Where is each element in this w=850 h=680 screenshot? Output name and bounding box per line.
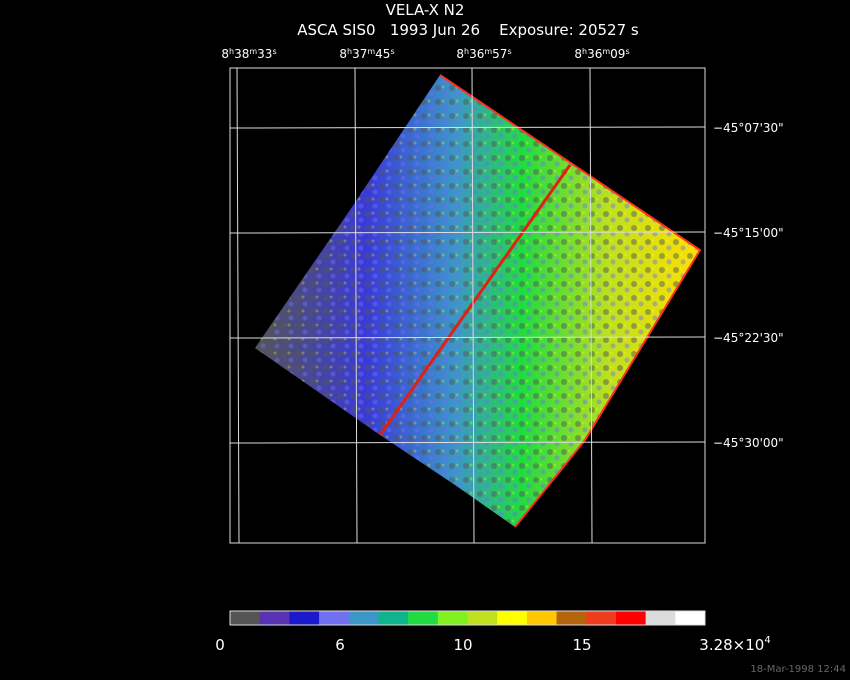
ra-value: 37: [352, 47, 367, 61]
colorbar-swatch: [437, 611, 468, 625]
colorbar-label: 0: [215, 636, 225, 654]
ra-value: 36: [469, 47, 484, 61]
ra-unit: m: [484, 47, 492, 56]
grid-line: [229, 231, 706, 234]
mantissa: 3.28×10: [699, 636, 764, 654]
colorbar-swatch: [408, 611, 439, 625]
image-texture: [255, 75, 700, 527]
colorbar-swatch: [615, 611, 647, 625]
ra-value: 8: [221, 47, 229, 61]
ra-unit: s: [390, 47, 394, 56]
dec-label: −45°15'00": [713, 226, 784, 240]
colorbar-swatch: [319, 611, 350, 625]
colorbar-swatch: [497, 611, 528, 625]
chip-gap: [378, 164, 572, 436]
ra-label: 8h36m09s: [574, 47, 629, 61]
ra-value: 33: [257, 47, 272, 61]
ra-value: 36: [587, 47, 602, 61]
colorbar-swatch: [675, 611, 706, 625]
ra-unit: s: [507, 47, 511, 56]
ra-label: 8h37m45s: [339, 47, 394, 61]
ra-value: 57: [492, 47, 507, 61]
dec-label: −45°30'00": [713, 436, 784, 450]
ra-value: 8: [339, 47, 347, 61]
colorbar-max-label: 3.28×104: [699, 635, 770, 654]
ra-unit: m: [367, 47, 375, 56]
colorbar-swatch: [526, 611, 558, 625]
colorbar-swatch: [556, 611, 587, 625]
ra-unit: h: [229, 47, 234, 56]
ra-unit: s: [625, 47, 629, 56]
chip-edge: [439, 74, 702, 528]
grid-line: [354, 67, 358, 544]
ra-value: 45: [375, 47, 390, 61]
grid-line: [236, 67, 240, 544]
grid-line: [229, 126, 706, 129]
colorbar: 0 6 10 15 3.28×104: [215, 610, 771, 654]
colorbar-swatch: [586, 611, 617, 625]
dec-label: −45°22'30": [713, 331, 784, 345]
ra-value: 8: [456, 47, 464, 61]
ra-value: 38: [234, 47, 249, 61]
colorbar-label: 15: [572, 636, 591, 654]
exponent: 4: [764, 635, 770, 646]
colorbar-swatch: [259, 611, 290, 625]
timestamp: 18-Mar-1998 12:44: [750, 664, 846, 675]
ra-unit: s: [272, 47, 276, 56]
colorbar-label: 10: [453, 636, 472, 654]
ra-unit: m: [602, 47, 610, 56]
image: [255, 74, 702, 528]
ra-unit: m: [249, 47, 257, 56]
coord-grid: [229, 67, 706, 544]
colorbar-frame: [229, 610, 706, 626]
title: VELA-X N2: [386, 1, 465, 19]
dec-label: −45°07'30": [713, 121, 784, 135]
colorbar-swatch: [378, 611, 409, 625]
colorbar-label: 6: [335, 636, 345, 654]
subtitle: ASCA SIS0 1993 Jun 26 Exposure: 20527 s: [297, 21, 639, 39]
colorbar-swatch: [467, 611, 498, 625]
grid-line: [589, 67, 593, 544]
ra-label: 8h38m33s: [221, 47, 276, 61]
ra-unit: h: [347, 47, 352, 56]
ra-unit: h: [464, 47, 469, 56]
ra-value: 8: [574, 47, 582, 61]
grid-line: [229, 336, 706, 339]
ra-value: 09: [610, 47, 625, 61]
colorbar-swatch: [230, 611, 261, 625]
colorbar-swatch: [348, 611, 379, 625]
grid-line: [229, 441, 706, 444]
colorbar-swatch: [645, 611, 676, 625]
plot-frame: [229, 67, 706, 544]
grid-line: [471, 67, 475, 544]
ra-unit: h: [582, 47, 587, 56]
ra-label: 8h36m57s: [456, 47, 511, 61]
colorbar-swatch: [289, 611, 320, 625]
